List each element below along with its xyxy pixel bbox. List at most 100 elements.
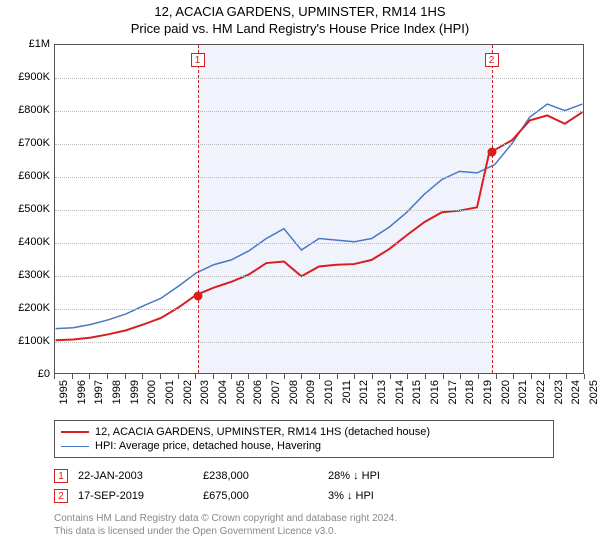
legend-label: 12, ACACIA GARDENS, UPMINSTER, RM14 1HS … bbox=[95, 426, 430, 438]
xtick-mark bbox=[125, 374, 126, 379]
xtick-mark bbox=[566, 374, 567, 379]
gridline-h bbox=[55, 177, 583, 178]
legend: 12, ACACIA GARDENS, UPMINSTER, RM14 1HS … bbox=[54, 420, 554, 458]
ytick-label: £600K bbox=[12, 170, 50, 182]
xtick-mark bbox=[496, 374, 497, 379]
sale-row-marker: 1 bbox=[54, 469, 68, 483]
xtick-mark bbox=[584, 374, 585, 379]
xtick-label: 2012 bbox=[358, 380, 370, 404]
line-svg bbox=[55, 45, 583, 373]
sale-row-date: 22-JAN-2003 bbox=[78, 470, 193, 482]
gridline-h bbox=[55, 276, 583, 277]
sale-row-delta: 3% ↓ HPI bbox=[328, 490, 443, 502]
xtick-mark bbox=[372, 374, 373, 379]
xtick-label: 2003 bbox=[199, 380, 211, 404]
xtick-mark bbox=[213, 374, 214, 379]
legend-row: HPI: Average price, detached house, Have… bbox=[61, 439, 547, 453]
gridline-h bbox=[55, 342, 583, 343]
xtick-mark bbox=[425, 374, 426, 379]
xtick-label: 1999 bbox=[129, 380, 141, 404]
sale-row: 1 22-JAN-2003 £238,000 28% ↓ HPI bbox=[54, 466, 600, 486]
xtick-label: 1998 bbox=[111, 380, 123, 404]
xtick-label: 2017 bbox=[447, 380, 459, 404]
xtick-mark bbox=[160, 374, 161, 379]
xtick-mark bbox=[443, 374, 444, 379]
sale-row-marker: 2 bbox=[54, 489, 68, 503]
sale-marker-box: 2 bbox=[485, 53, 499, 67]
xtick-label: 2020 bbox=[500, 380, 512, 404]
xtick-mark bbox=[319, 374, 320, 379]
xtick-label: 2022 bbox=[535, 380, 547, 404]
band-edge bbox=[198, 45, 199, 373]
series-line-hpi bbox=[56, 104, 583, 329]
xtick-mark bbox=[266, 374, 267, 379]
xtick-label: 2001 bbox=[164, 380, 176, 404]
chart: 12 £0£100K£200K£300K£400K£500K£600K£700K… bbox=[12, 44, 584, 414]
xtick-label: 2015 bbox=[411, 380, 423, 404]
gridline-h bbox=[55, 210, 583, 211]
ytick-label: £400K bbox=[12, 236, 50, 248]
xtick-label: 2014 bbox=[394, 380, 406, 404]
xtick-mark bbox=[284, 374, 285, 379]
sale-row-price: £238,000 bbox=[203, 470, 318, 482]
legend-swatch bbox=[61, 431, 89, 433]
xtick-mark bbox=[248, 374, 249, 379]
ytick-label: £100K bbox=[12, 335, 50, 347]
xtick-label: 1996 bbox=[76, 380, 88, 404]
xtick-mark bbox=[107, 374, 108, 379]
xtick-mark bbox=[54, 374, 55, 379]
legend-row: 12, ACACIA GARDENS, UPMINSTER, RM14 1HS … bbox=[61, 425, 547, 439]
xtick-mark bbox=[354, 374, 355, 379]
legend-label: HPI: Average price, detached house, Have… bbox=[95, 440, 321, 452]
footer: Contains HM Land Registry data © Crown c… bbox=[54, 512, 600, 538]
xtick-mark bbox=[549, 374, 550, 379]
xtick-label: 2019 bbox=[482, 380, 494, 404]
footer-line2: This data is licensed under the Open Gov… bbox=[54, 525, 600, 538]
xtick-label: 2004 bbox=[217, 380, 229, 404]
xtick-mark bbox=[89, 374, 90, 379]
xtick-label: 2021 bbox=[517, 380, 529, 404]
ytick-label: £700K bbox=[12, 137, 50, 149]
gridline-h bbox=[55, 78, 583, 79]
gridline-h bbox=[55, 144, 583, 145]
ytick-label: £300K bbox=[12, 269, 50, 281]
xtick-label: 2023 bbox=[553, 380, 565, 404]
legend-swatch bbox=[61, 446, 89, 447]
gridline-h bbox=[55, 309, 583, 310]
sale-marker-box: 1 bbox=[191, 53, 205, 67]
sale-row-delta: 28% ↓ HPI bbox=[328, 470, 443, 482]
xtick-mark bbox=[337, 374, 338, 379]
sale-row-date: 17-SEP-2019 bbox=[78, 490, 193, 502]
xtick-label: 2011 bbox=[341, 380, 353, 404]
ytick-label: £1M bbox=[12, 38, 50, 50]
xtick-mark bbox=[301, 374, 302, 379]
xtick-mark bbox=[531, 374, 532, 379]
xtick-label: 2002 bbox=[182, 380, 194, 404]
plot-area: 12 bbox=[54, 44, 584, 374]
xtick-mark bbox=[231, 374, 232, 379]
sale-marker-dot bbox=[193, 292, 202, 301]
xtick-mark bbox=[390, 374, 391, 379]
xtick-label: 2025 bbox=[588, 380, 600, 404]
gridline-h bbox=[55, 111, 583, 112]
xtick-label: 2009 bbox=[305, 380, 317, 404]
ytick-label: £800K bbox=[12, 104, 50, 116]
xtick-mark bbox=[407, 374, 408, 379]
xtick-mark bbox=[460, 374, 461, 379]
ytick-label: £0 bbox=[12, 368, 50, 380]
sale-row-price: £675,000 bbox=[203, 490, 318, 502]
xtick-label: 1995 bbox=[58, 380, 70, 404]
xtick-mark bbox=[178, 374, 179, 379]
xtick-mark bbox=[195, 374, 196, 379]
xtick-label: 2008 bbox=[288, 380, 300, 404]
page-subtitle: Price paid vs. HM Land Registry's House … bbox=[0, 21, 600, 36]
xtick-mark bbox=[478, 374, 479, 379]
xtick-label: 2007 bbox=[270, 380, 282, 404]
band-edge bbox=[492, 45, 493, 373]
ytick-label: £200K bbox=[12, 302, 50, 314]
xtick-label: 2006 bbox=[252, 380, 264, 404]
series-line-price_paid bbox=[56, 112, 583, 340]
ytick-label: £900K bbox=[12, 71, 50, 83]
xtick-mark bbox=[142, 374, 143, 379]
xtick-label: 2016 bbox=[429, 380, 441, 404]
